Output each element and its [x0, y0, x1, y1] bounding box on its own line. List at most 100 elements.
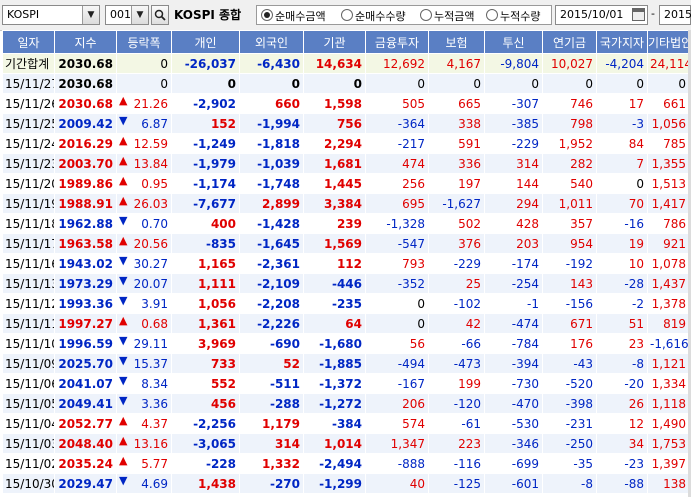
date-cell: 15/11/09	[2, 353, 55, 374]
investment-trust-cell: -730	[484, 373, 543, 394]
government-cell: 23	[596, 333, 648, 354]
column-header[interactable]: 기관	[303, 30, 366, 54]
index-cell: 1962.88	[54, 213, 117, 234]
column-header[interactable]: 지수	[54, 30, 117, 54]
foreign-cell: -690	[239, 333, 304, 354]
column-header[interactable]: 보험	[428, 30, 485, 54]
pension-cell: 0	[542, 73, 597, 94]
table-row[interactable]: 15/11/12 1993.36 ▼ 3.91 1,056 -2,208 -235 0 -102…	[2, 293, 690, 314]
investment-trust-cell: -699	[484, 453, 543, 474]
table-row[interactable]: 15/11/24 2016.29 ▲ 12.59 -1,249 -1,818 2,294 -2…	[2, 133, 690, 154]
up-triangle-icon: ▲	[119, 94, 128, 108]
insurance-cell: -116	[428, 453, 485, 474]
institution-cell: -446	[303, 273, 366, 294]
change-value: 13.16	[133, 436, 168, 451]
pension-cell: -520	[542, 373, 597, 394]
index-cell: 1989.86	[54, 173, 117, 194]
table-row[interactable]: 15/11/06 2041.07 ▼ 8.34 552 -511 -1,372 -167 199…	[2, 373, 690, 394]
investment-trust-cell: 314	[484, 153, 543, 174]
government-cell: 26	[596, 393, 648, 414]
column-header[interactable]: 연기금	[542, 30, 597, 54]
foreign-cell: 314	[239, 433, 304, 454]
table-row[interactable]: 15/11/05 2049.41 ▼ 3.36 456 -288 -1,272 206 -120…	[2, 393, 690, 414]
individual-cell: -2,256	[171, 413, 240, 434]
pension-cell: 1,952	[542, 133, 597, 154]
institution-cell: 1,569	[303, 233, 366, 254]
column-header[interactable]: 등락폭	[116, 30, 172, 54]
date-cell: 15/11/17	[2, 233, 55, 254]
date-from-field[interactable]: 2015/10/01	[555, 5, 648, 25]
column-header[interactable]: 금융투자	[365, 30, 429, 54]
table-row[interactable]: 15/11/19 1988.91 ▲ 26.03 -7,677 2,899 3,384 695…	[2, 193, 690, 214]
individual-cell: 456	[171, 393, 240, 414]
other-corp-cell: 1,118	[647, 393, 690, 414]
column-header[interactable]: 외국인	[239, 30, 304, 54]
summary-row[interactable]: 기간합계 2030.68 0 -26,037 -6,430 14,634 12,692 4,1…	[2, 53, 690, 74]
government-cell: -23	[596, 453, 648, 474]
column-header[interactable]: 기타법인	[647, 30, 690, 54]
foreign-cell: -1,039	[239, 153, 304, 174]
individual-cell: -228	[171, 453, 240, 474]
calendar-icon[interactable]	[632, 8, 645, 21]
chevron-down-icon[interactable]: ▼	[131, 6, 148, 24]
index-cell: 1993.36	[54, 293, 117, 314]
date-cell: 15/11/20	[2, 173, 55, 194]
vertical-scrollbar[interactable]	[688, 30, 691, 497]
radio-cum-amount[interactable]: 누적금액	[420, 8, 474, 24]
up-triangle-icon: ▲	[119, 174, 128, 188]
index-cell: 2003.70	[54, 153, 117, 174]
table-row[interactable]: 15/11/13 1973.29 ▼ 20.07 1,111 -2,109 -446 -352…	[2, 273, 690, 294]
date-to-field[interactable]: 2015	[659, 5, 691, 25]
index-cell: 2035.24	[54, 453, 117, 474]
index-cell: 2009.42	[54, 113, 117, 134]
table-row[interactable]: 15/11/11 1997.27 ▲ 0.68 1,361 -2,226 64 0 42 -474…	[2, 313, 690, 334]
chevron-down-icon[interactable]: ▼	[82, 6, 99, 24]
table-row[interactable]: 15/11/02 2035.24 ▲ 5.77 -228 1,332 -2,494 -888-…	[2, 453, 690, 474]
table-row[interactable]: 15/10/30 2029.47 ▼ 4.69 1,438 -270 -1,299 40 -12…	[2, 473, 690, 494]
toolbar: KOSPI ▼ 001 ▼ KOSPI 종합 순매수금액 순매수수량 누적금액 …	[0, 0, 691, 31]
code-select[interactable]: 001 ▼	[105, 5, 149, 25]
table-row[interactable]: 15/11/25 2009.42 ▼ 6.87 152 -1,994 756 -364 338-…	[2, 113, 690, 134]
investment-trust-cell: -346	[484, 433, 543, 454]
table-row[interactable]: 15/11/18 1962.88 ▼ 0.70 400 -1,428 239 -1,328 50…	[2, 213, 690, 234]
radio-net-amount[interactable]: 순매수금액	[261, 8, 326, 24]
radio-net-quantity[interactable]: 순매수수량	[341, 8, 406, 24]
table-row[interactable]: 15/11/17 1963.58 ▲ 20.56 -835 -1,645 1,569 -547…	[2, 233, 690, 254]
market-select[interactable]: KOSPI ▼	[2, 5, 100, 25]
institution-cell: 14,634	[303, 53, 366, 74]
investment-trust-cell: 144	[484, 173, 543, 194]
table-row[interactable]: 15/11/03 2048.40 ▲ 13.16 -3,065 314 1,014 1,347…	[2, 433, 690, 454]
column-header[interactable]: 국가지자	[596, 30, 648, 54]
table-row[interactable]: 15/11/09 2025.70 ▼ 15.37 733 52 -1,885 -494 -473…	[2, 353, 690, 374]
insurance-cell: -473	[428, 353, 485, 374]
institution-cell: 1,445	[303, 173, 366, 194]
change-cell: ▼ 15.37	[116, 353, 172, 374]
other-corp-cell: 1,490	[647, 413, 690, 434]
table-row[interactable]: 15/11/23 2003.70 ▲ 13.84 -1,979 -1,039 1,681 47…	[2, 153, 690, 174]
change-value: 8.34	[141, 376, 168, 391]
table-row[interactable]: 15/11/04 2052.77 ▲ 4.37 -2,256 1,179 -384 574 -6…	[2, 413, 690, 434]
pension-cell: -398	[542, 393, 597, 414]
column-header[interactable]: 투신	[484, 30, 543, 54]
other-corp-cell: -1,616	[647, 333, 690, 354]
date-cell: 15/11/16	[2, 253, 55, 274]
up-triangle-icon: ▲	[119, 234, 128, 248]
insurance-cell: 336	[428, 153, 485, 174]
column-header[interactable]: 일자	[2, 30, 55, 54]
search-button[interactable]	[151, 5, 169, 25]
change-value: 26.03	[133, 196, 168, 211]
up-triangle-icon: ▲	[119, 154, 128, 168]
column-header[interactable]: 개인	[171, 30, 240, 54]
table-row[interactable]: 15/11/10 1996.59 ▼ 29.11 3,969 -690 -1,680 56 -6…	[2, 333, 690, 354]
financial-investment-cell: 574	[365, 413, 429, 434]
table-row[interactable]: 15/11/16 1943.02 ▼ 30.27 1,165 -2,361 112 793 -2…	[2, 253, 690, 274]
index-cell: 1963.58	[54, 233, 117, 254]
government-cell: 0	[596, 173, 648, 194]
government-cell: -8	[596, 353, 648, 374]
table-row[interactable]: 15/11/27 2030.68 0 0 0 0 0 0 0 0 0 0	[2, 73, 690, 94]
down-triangle-icon: ▼	[119, 474, 128, 488]
table-row[interactable]: 15/11/26 2030.68 ▲ 21.26 -2,902 660 1,598 505 66…	[2, 93, 690, 114]
financial-investment-cell: 505	[365, 93, 429, 114]
table-row[interactable]: 15/11/20 1989.86 ▲ 0.95 -1,174 -1,748 1,445 256…	[2, 173, 690, 194]
radio-cum-quantity[interactable]: 누적수량	[486, 8, 540, 24]
